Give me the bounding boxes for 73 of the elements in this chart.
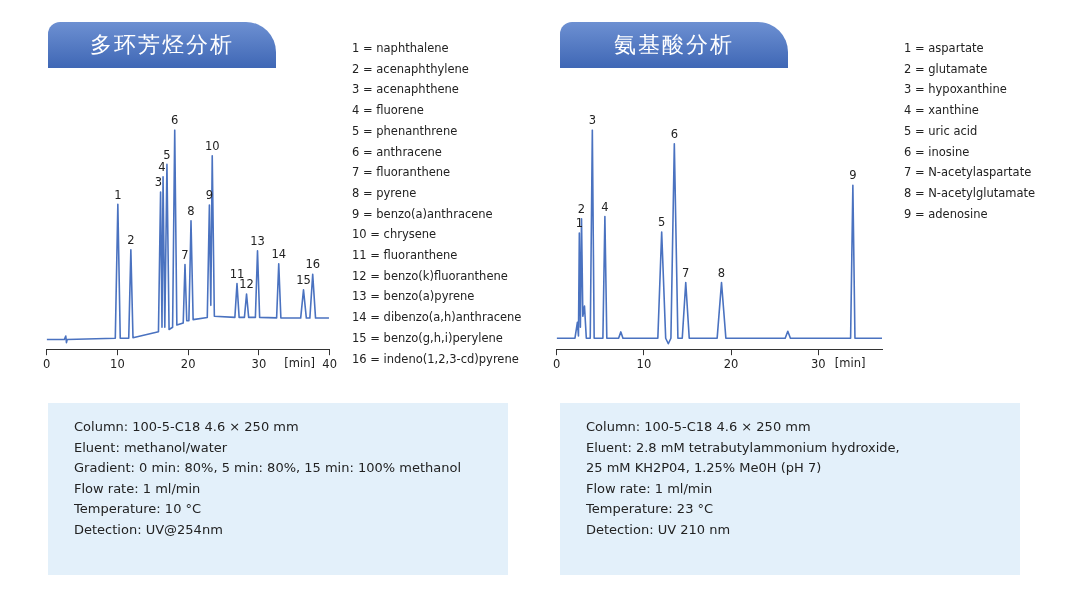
text: 11 = fluoranthene (352, 247, 459, 265)
text: 2 = acenaphthylene (352, 60, 470, 78)
text: 3 = acenaphthene (352, 81, 460, 99)
text: 9 = benzo(a)anthracene (352, 205, 494, 223)
text: 14 = dibenzo(a,h)anthracene (352, 309, 522, 327)
annotation: 6 (171, 113, 179, 128)
annotation: 7 (181, 247, 189, 262)
text: 13 = benzo(a)pyrene (352, 288, 476, 306)
x-tick-label: 0 (42, 357, 51, 372)
annotation: 3 (154, 175, 163, 190)
annotation: 6 (670, 126, 678, 141)
text: 6 = inosine (904, 143, 971, 161)
chart-title: 多环芳烃分析 (48, 22, 276, 68)
text: 7 = fluoranthene (352, 164, 452, 182)
text: 15 = benzo(g,h,i)perylene (352, 329, 504, 347)
annotation: 12 (239, 277, 254, 292)
x-tick-label: 10 (110, 357, 125, 372)
text: Eluent: 2.8 mM tetrabutylammonium hydroxide, (586, 438, 901, 457)
text: 8 = N-acetylglutamate (904, 184, 1036, 202)
text: 3 = hypoxanthine (904, 81, 1008, 99)
annotation: 1 (114, 187, 122, 202)
annotation: 5 (163, 147, 171, 162)
annotation: 10 (204, 139, 220, 154)
text: 1 = aspartate (904, 40, 985, 57)
text: Column: 100-5-C18 4.6 × 250 mm (74, 418, 300, 436)
x-tick-label: 20 (180, 357, 196, 372)
x-tick-label: 40 (322, 357, 337, 372)
text: 10 = chrysene (352, 226, 438, 244)
text: Eluent: methanol/water (74, 438, 229, 457)
text: Column: 100-5-C18 4.6 × 250 mm (586, 418, 812, 436)
text: 25 mM KH2P04, 1.25% Me0H (pH 7) (586, 459, 823, 478)
text: Detection: UV@254nm (74, 520, 224, 539)
annotation: 9 (849, 168, 857, 183)
text: 12 = benzo(k)fluoranthene (352, 267, 509, 285)
text: 16 = indeno(1,2,3-cd)pyrene (352, 350, 520, 368)
x-axis-title: [min] (834, 355, 866, 370)
x-tick-label: 10 (636, 357, 652, 372)
text: Detection: UV 210 nm (586, 520, 732, 539)
text: 9 = adenosine (904, 205, 989, 223)
annotation: 4 (601, 199, 609, 214)
text: 5 = uric acid (904, 122, 979, 140)
annotation: 8 (187, 203, 195, 218)
annotation: 4 (158, 159, 166, 174)
annotation: 7 (682, 265, 690, 280)
text: 4 = xanthine (904, 102, 980, 120)
text: Gradient: 0 min: 80%, 5 min: 80%, 15 min: 100% methanol (74, 459, 463, 478)
x-tick-label: 0 (552, 357, 561, 372)
text: Temperature: 10 °C (74, 500, 203, 519)
text: 2 = glutamate (904, 60, 989, 78)
annotation: 2 (127, 232, 135, 247)
x-tick-label: 20 (723, 357, 739, 372)
text: Flow rate: 1 ml/min (586, 479, 714, 498)
x-axis-title: [min] (284, 355, 316, 370)
text: 6 = anthracene (352, 143, 443, 161)
x-tick-label: 30 (811, 357, 826, 372)
annotation: 13 (250, 234, 265, 249)
annotation: 14 (271, 246, 287, 261)
annotation: 16 (305, 257, 321, 272)
annotation: 3 (588, 113, 596, 128)
annotation: 5 (658, 215, 666, 230)
annotation: 1 (575, 216, 583, 231)
text: Flow rate: 1 ml/min (74, 479, 202, 498)
text: 4 = fluorene (352, 102, 425, 120)
annotation: 8 (717, 265, 726, 280)
x-tick-label: 30 (251, 357, 267, 372)
text: 5 = phenanthrene (352, 122, 459, 140)
text: Temperature: 23 °C (586, 500, 715, 519)
annotation: 15 (296, 273, 311, 288)
annotation: 2 (577, 202, 586, 217)
text: 8 = pyrene (352, 184, 418, 202)
text: 1 = naphthalene (352, 40, 450, 57)
text: 7 = N-acetylaspartate (904, 164, 1033, 182)
chart-title: 氨基酸分析 (560, 22, 788, 68)
